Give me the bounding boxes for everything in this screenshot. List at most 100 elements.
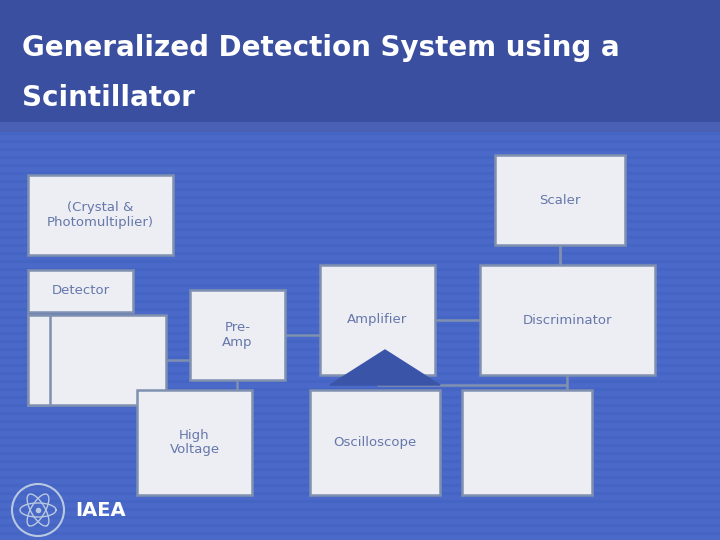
Bar: [0, 296, 720, 298]
Bar: [0, 524, 720, 526]
Bar: [0, 300, 720, 302]
Bar: [0, 72, 720, 74]
Bar: [0, 528, 720, 530]
Bar: [0, 432, 720, 434]
Text: Scintillator: Scintillator: [22, 84, 195, 112]
Bar: [0, 460, 720, 462]
Text: Generalized Detection System using a: Generalized Detection System using a: [22, 34, 620, 62]
Bar: [0, 124, 720, 126]
Bar: [0, 120, 720, 122]
Bar: [0, 40, 720, 42]
Bar: [0, 264, 720, 266]
Bar: [0, 324, 720, 326]
Text: Amplifier: Amplifier: [347, 314, 408, 327]
Bar: [320, 265, 435, 375]
Bar: [28, 175, 173, 255]
Bar: [0, 372, 720, 374]
Bar: [0, 52, 720, 54]
Bar: [0, 128, 720, 130]
Bar: [0, 132, 720, 134]
Bar: [0, 152, 720, 154]
Bar: [0, 420, 720, 422]
Bar: [0, 76, 720, 78]
Bar: [0, 204, 720, 206]
Bar: [0, 16, 720, 18]
Bar: [137, 390, 252, 495]
Bar: [0, 464, 720, 466]
Bar: [0, 292, 720, 294]
Bar: [0, 348, 720, 350]
Bar: [0, 400, 720, 402]
Bar: [0, 408, 720, 410]
Bar: [0, 244, 720, 246]
Bar: [0, 100, 720, 102]
Text: Oscilloscope: Oscilloscope: [333, 436, 417, 449]
Bar: [0, 268, 720, 270]
Bar: [0, 20, 720, 22]
Bar: [0, 456, 720, 458]
Bar: [0, 488, 720, 490]
Bar: [0, 388, 720, 390]
Text: Scaler: Scaler: [539, 193, 581, 206]
Bar: [0, 428, 720, 430]
Bar: [0, 496, 720, 498]
Bar: [0, 144, 720, 146]
Bar: [495, 155, 625, 245]
Bar: [462, 390, 592, 495]
Bar: [0, 368, 720, 370]
Bar: [0, 476, 720, 478]
Text: Detector: Detector: [51, 285, 109, 298]
Bar: [0, 276, 720, 278]
Polygon shape: [330, 350, 440, 385]
Bar: [0, 4, 720, 6]
Bar: [0, 304, 720, 306]
Bar: [0, 512, 720, 514]
Bar: [0, 228, 720, 230]
Bar: [0, 360, 720, 362]
Bar: [0, 156, 720, 158]
Bar: [0, 136, 720, 138]
Bar: [0, 68, 720, 70]
Bar: [0, 0, 720, 132]
Bar: [0, 12, 720, 14]
Bar: [0, 516, 720, 518]
Bar: [0, 316, 720, 318]
Bar: [0, 280, 720, 282]
Bar: [0, 160, 720, 162]
Bar: [0, 184, 720, 186]
Bar: [0, 356, 720, 358]
Bar: [0, 176, 720, 178]
Bar: [0, 392, 720, 394]
Bar: [0, 256, 720, 258]
Bar: [0, 272, 720, 274]
Bar: [0, 472, 720, 474]
Bar: [0, 216, 720, 218]
Bar: [0, 532, 720, 534]
Bar: [0, 56, 720, 58]
Bar: [0, 332, 720, 334]
Bar: [0, 248, 720, 250]
Bar: [0, 164, 720, 166]
Bar: [0, 536, 720, 538]
Bar: [0, 396, 720, 398]
Text: IAEA: IAEA: [75, 501, 125, 519]
Bar: [0, 412, 720, 414]
Bar: [0, 312, 720, 314]
Bar: [0, 200, 720, 202]
Bar: [0, 284, 720, 286]
Bar: [0, 452, 720, 454]
Bar: [0, 364, 720, 366]
Bar: [0, 116, 720, 118]
Bar: [0, 168, 720, 170]
Bar: [0, 112, 720, 114]
Bar: [0, 424, 720, 426]
Bar: [0, 224, 720, 226]
Bar: [0, 380, 720, 382]
Bar: [0, 64, 720, 66]
Bar: [0, 520, 720, 522]
Bar: [0, 188, 720, 190]
Bar: [0, 492, 720, 494]
Bar: [0, 500, 720, 502]
Bar: [0, 36, 720, 38]
Bar: [0, 308, 720, 310]
